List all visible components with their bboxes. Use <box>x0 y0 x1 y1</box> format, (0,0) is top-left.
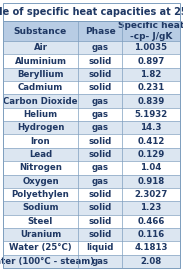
Text: Cadmium: Cadmium <box>18 83 63 92</box>
Text: Phase: Phase <box>85 26 115 36</box>
Bar <box>3 188 180 201</box>
Bar <box>3 214 180 228</box>
Text: gas: gas <box>92 97 109 106</box>
Text: gas: gas <box>92 163 109 172</box>
Text: liquid: liquid <box>86 243 114 253</box>
Bar <box>3 228 180 241</box>
Text: 0.412: 0.412 <box>137 137 165 146</box>
Text: 1.82: 1.82 <box>140 70 162 79</box>
Text: Hydrogen: Hydrogen <box>17 123 64 132</box>
Text: Lead: Lead <box>29 150 52 159</box>
Text: Aluminium: Aluminium <box>14 57 66 65</box>
Bar <box>3 174 180 188</box>
Bar <box>3 148 180 161</box>
Text: gas: gas <box>92 110 109 119</box>
Text: 0.839: 0.839 <box>137 97 165 106</box>
Bar <box>3 81 180 94</box>
Text: solid: solid <box>88 217 112 226</box>
Text: 1.04: 1.04 <box>140 163 162 172</box>
Text: 2.08: 2.08 <box>140 257 162 266</box>
Bar <box>3 161 180 174</box>
Text: gas: gas <box>92 43 109 52</box>
Text: Air: Air <box>33 43 48 52</box>
Text: 0.116: 0.116 <box>137 230 165 239</box>
Text: gas: gas <box>92 123 109 132</box>
Text: 1.0035: 1.0035 <box>135 43 167 52</box>
Text: Helium: Helium <box>23 110 58 119</box>
Text: 0.466: 0.466 <box>137 217 165 226</box>
Text: 4.1813: 4.1813 <box>134 243 168 253</box>
Text: 0.129: 0.129 <box>137 150 165 159</box>
Text: 0.897: 0.897 <box>137 57 165 65</box>
Text: Nitrogen: Nitrogen <box>19 163 62 172</box>
Text: Sodium: Sodium <box>22 203 59 212</box>
Text: Oxygen: Oxygen <box>22 177 59 186</box>
Text: Iron: Iron <box>31 137 50 146</box>
Text: gas: gas <box>92 177 109 186</box>
Bar <box>3 108 180 121</box>
Bar <box>3 254 180 268</box>
Text: 0.231: 0.231 <box>137 83 165 92</box>
Text: 0.918: 0.918 <box>137 177 165 186</box>
Text: 1.23: 1.23 <box>140 203 162 212</box>
Text: solid: solid <box>88 57 112 65</box>
Text: Steel: Steel <box>28 217 53 226</box>
Text: 5.1932: 5.1932 <box>134 110 168 119</box>
Bar <box>3 241 180 254</box>
Bar <box>3 68 180 81</box>
Bar <box>3 94 180 108</box>
Text: Beryllium: Beryllium <box>17 70 64 79</box>
Text: Specific heat
-cp- J/gK: Specific heat -cp- J/gK <box>118 22 183 41</box>
Bar <box>3 21 180 268</box>
Text: Water (25°C): Water (25°C) <box>9 243 72 253</box>
Bar <box>3 3 180 21</box>
Text: solid: solid <box>88 137 112 146</box>
Text: Substance: Substance <box>14 26 67 36</box>
Text: solid: solid <box>88 190 112 199</box>
Text: Uranium: Uranium <box>20 230 61 239</box>
Text: Polyethylen: Polyethylen <box>12 190 69 199</box>
Text: 2.3027: 2.3027 <box>134 190 168 199</box>
Text: solid: solid <box>88 203 112 212</box>
Bar <box>3 41 180 54</box>
Text: solid: solid <box>88 230 112 239</box>
Text: solid: solid <box>88 150 112 159</box>
Bar <box>3 54 180 68</box>
Text: Table of specific heat capacities at 25 °C: Table of specific heat capacities at 25 … <box>0 7 183 17</box>
Bar <box>3 21 180 41</box>
Bar <box>3 201 180 214</box>
Text: Carbon Dioxide: Carbon Dioxide <box>3 97 78 106</box>
Text: gas: gas <box>92 257 109 266</box>
Text: Water (100°C - steam): Water (100°C - steam) <box>0 257 95 266</box>
Bar <box>3 134 180 148</box>
Text: solid: solid <box>88 83 112 92</box>
Bar <box>3 121 180 134</box>
Text: 14.3: 14.3 <box>140 123 162 132</box>
Text: solid: solid <box>88 70 112 79</box>
